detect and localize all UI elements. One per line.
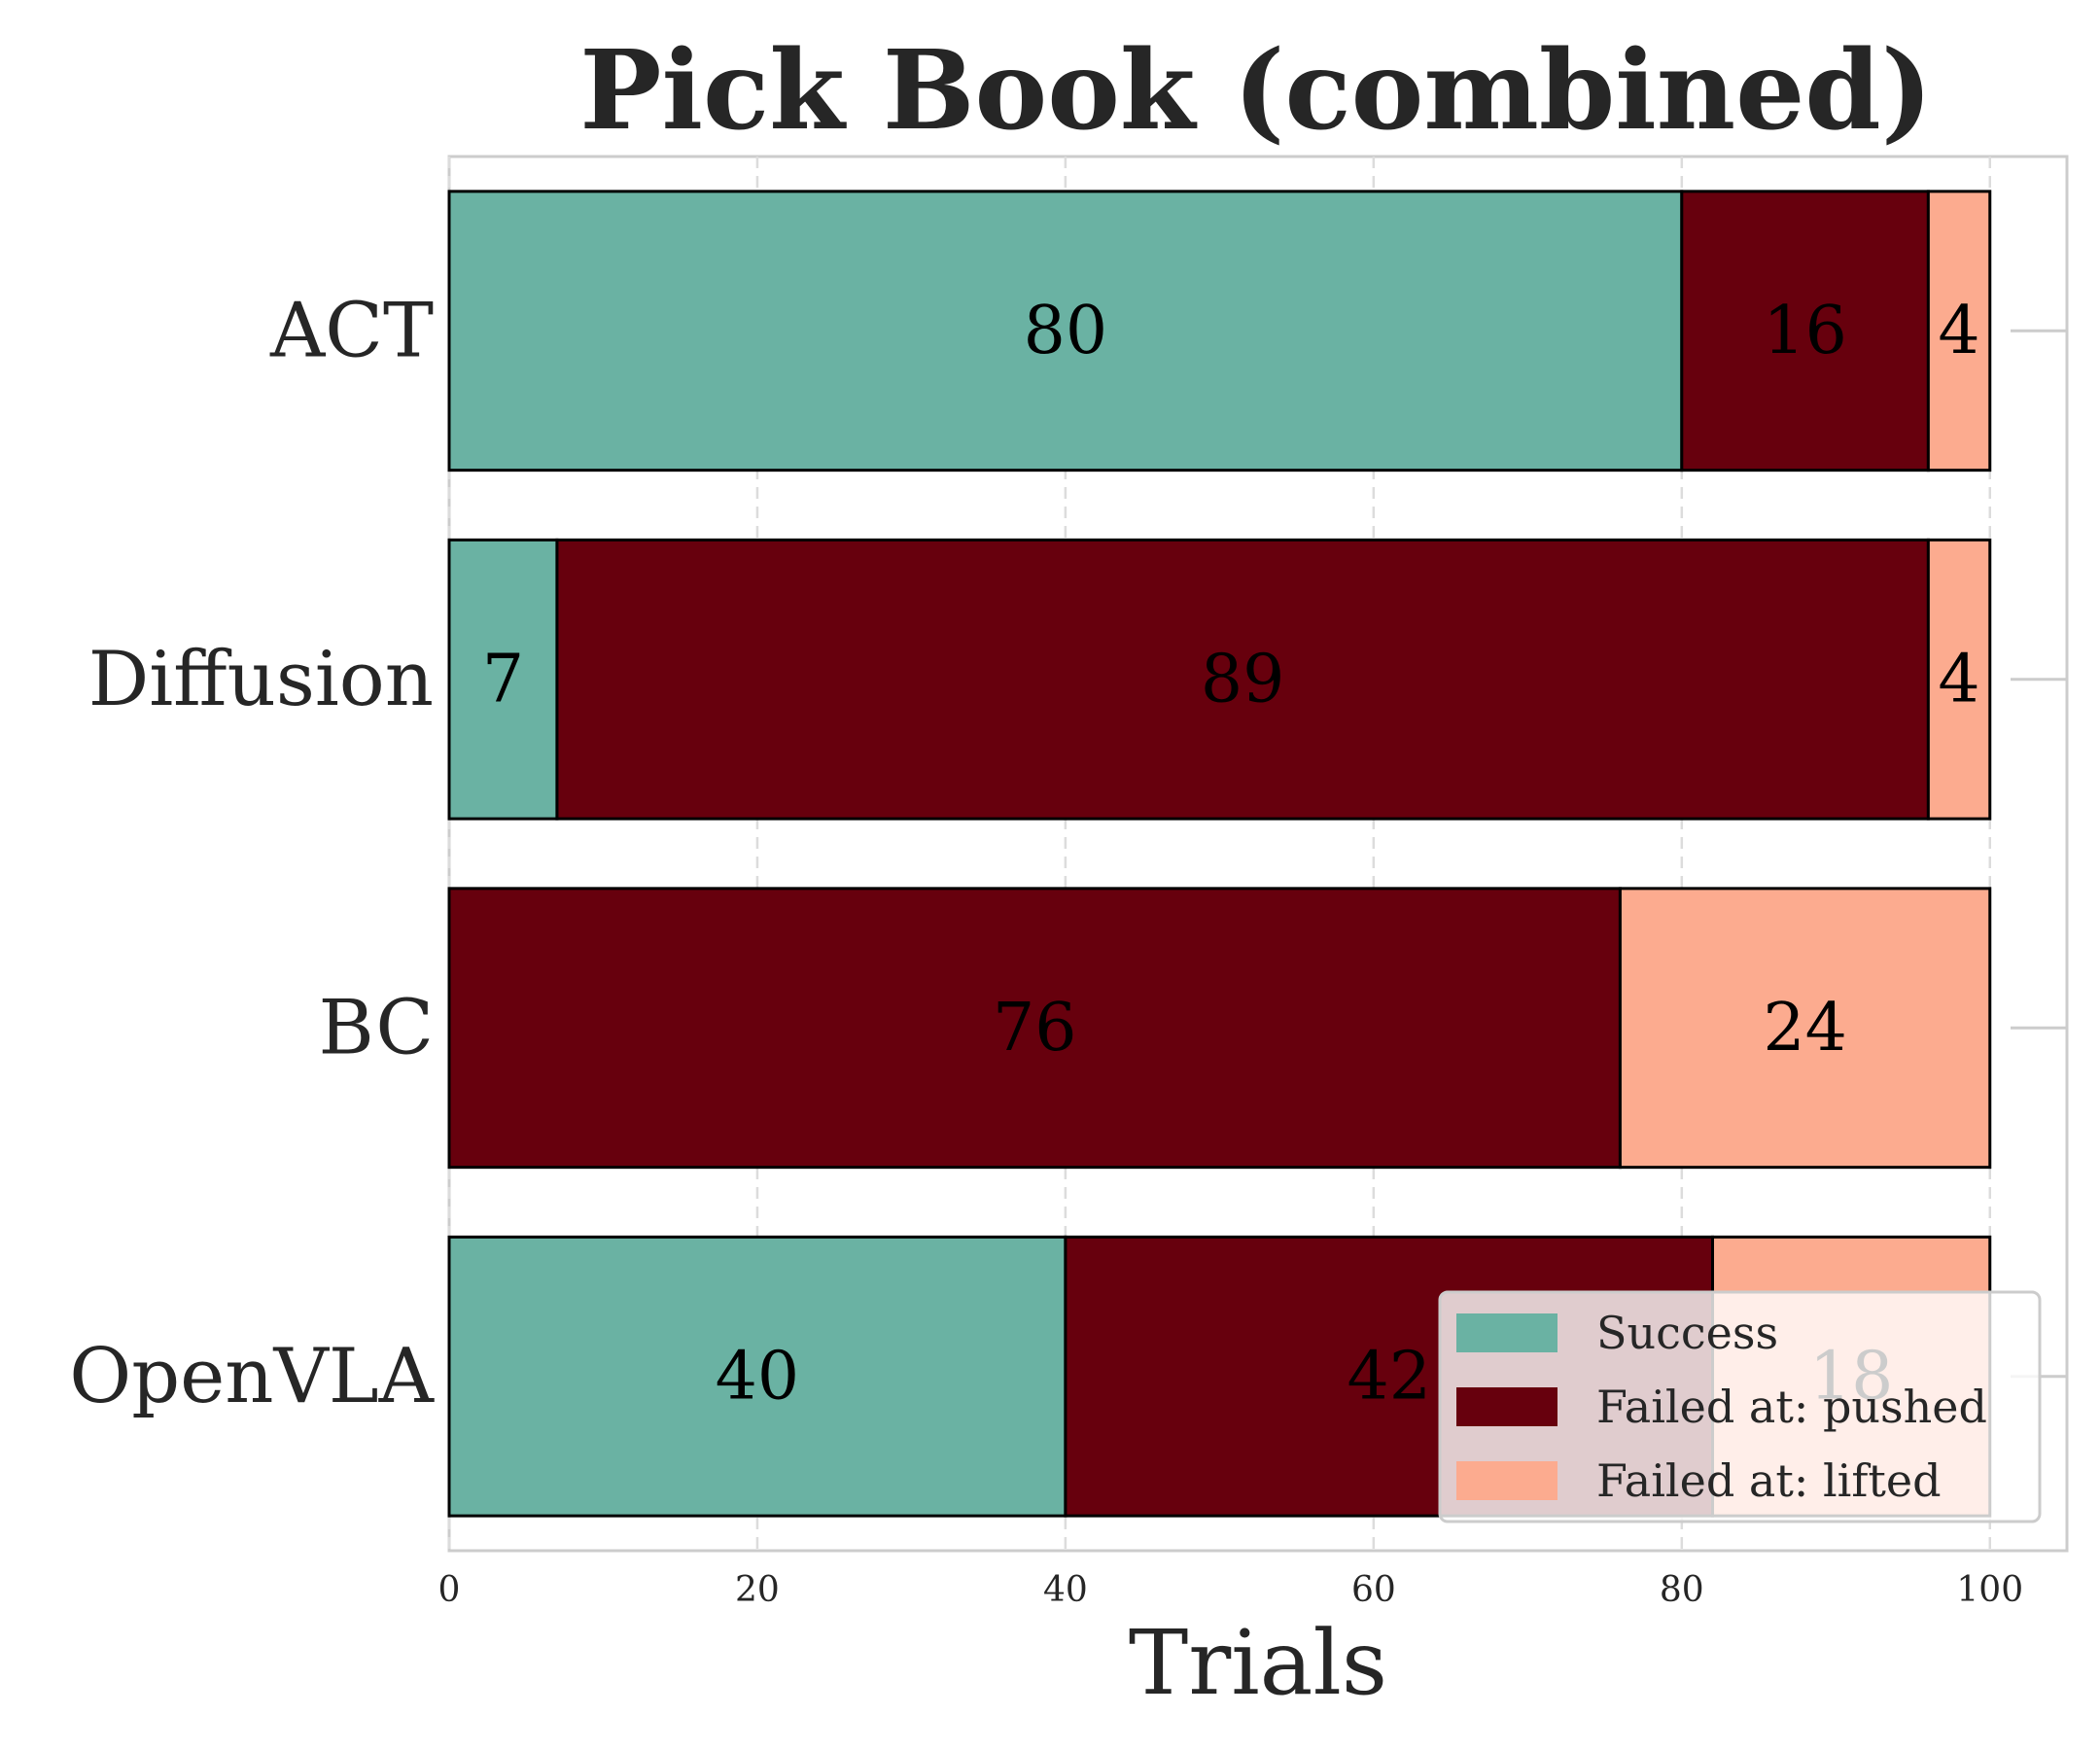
bar-value-label: 24 [1763,990,1847,1067]
legend-swatch-failed-at-pushed [1456,1387,1558,1426]
bar-value-label: 76 [993,990,1077,1067]
bar-diffusion-failed-at-lifted [1926,538,1992,821]
x-axis-label: Trials [1129,1611,1387,1715]
bar-value-label: 16 [1763,293,1847,369]
bar-diffusion-success [447,538,559,821]
y-tick-label: ACT [269,287,434,374]
plot-frame [447,155,2069,1553]
legend-swatch-failed-at-lifted [1456,1461,1558,1500]
tick-marks [2011,329,2067,1379]
bar-value-label: 89 [1201,641,1285,718]
bar-openvla-success [447,1235,1068,1518]
bar-act-success [447,190,1684,472]
chart-title: Pick Book (combined) [579,27,1932,155]
bar-value-label: 40 [716,1338,800,1415]
y-tick-label: BC [319,984,434,1071]
bar-act-failed-at-lifted [1926,190,1992,472]
y-tick-labels: ACT Diffusion BC OpenVLA [69,287,435,1420]
x-tick-label: 80 [1660,1570,1704,1610]
y-tick-label: Diffusion [88,636,434,723]
bar-value-label: 4 [1938,641,1979,718]
x-tick-label: 100 [1956,1570,2023,1610]
bar-value-label: 7 [482,641,524,718]
bar-diffusion-failed-at-pushed [555,538,1930,821]
bar-bc-failed-at-lifted [1618,887,1992,1170]
bar-value-label: 80 [1024,293,1108,369]
x-tick-label: 60 [1351,1570,1396,1610]
x-tick-label: 20 [735,1570,780,1610]
bar-value-label: 42 [1347,1338,1431,1415]
bar-bc-failed-at-pushed [447,887,1622,1170]
legend-label: Success [1596,1307,1778,1359]
legend-box [1438,1290,2042,1523]
legend-label: Failed at: pushed [1596,1381,1987,1433]
x-tick-labels: 0 20 40 60 80 100 [438,1570,2024,1610]
x-tick-label: 0 [438,1570,461,1610]
y-tick-label: OpenVLA [69,1333,435,1420]
x-tick-label: 40 [1043,1570,1088,1610]
bar-value-label: 4 [1938,293,1979,369]
legend-swatch-success [1456,1313,1558,1352]
legend-label: Failed at: lifted [1596,1454,1942,1507]
bar-act-failed-at-pushed [1680,190,1930,472]
legend: Success Failed at: pushed Failed at: lifte… [1438,1290,2042,1523]
